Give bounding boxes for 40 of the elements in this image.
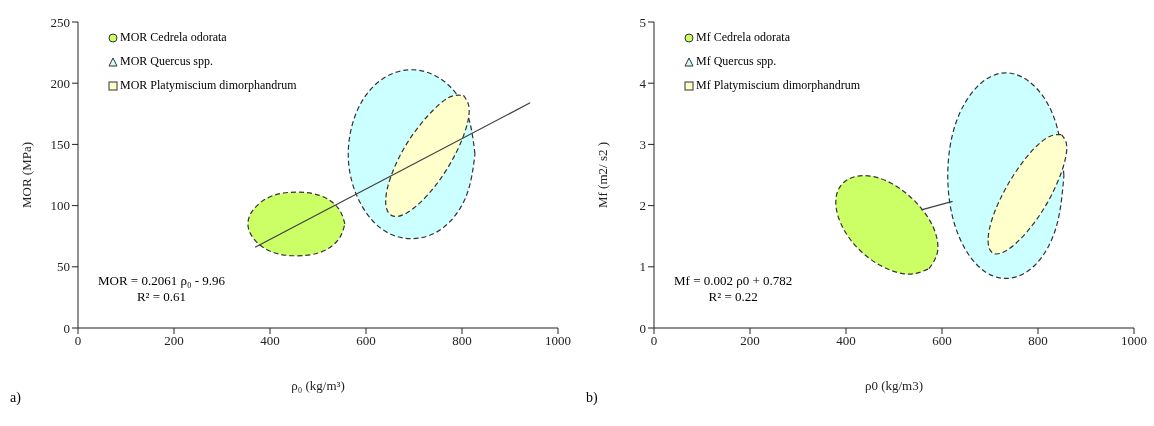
x-tick-label: 800	[452, 333, 472, 349]
legend-label: MOR Quercus spp.	[120, 54, 213, 69]
y-tick-label: 100	[50, 198, 70, 214]
legend-label: Mf Quercus spp.	[696, 54, 777, 69]
y-tick-label: 5	[639, 14, 646, 30]
x-tick-label: 200	[164, 333, 184, 349]
x-tick-label: 600	[356, 333, 376, 349]
annotation: MOR = 0.2061 ρ₀ - 9.96	[98, 273, 226, 289]
annotation: R² = 0.61	[135, 289, 188, 305]
y-axis-title: Mf (m2/ s2 )	[594, 141, 610, 209]
y-tick-label: 200	[50, 75, 70, 91]
annotation: R² = 0.22	[707, 289, 759, 305]
x-tick-label: 400	[836, 333, 856, 349]
y-tick-label: 0	[639, 320, 646, 336]
x-tick-label: 1000	[1121, 333, 1147, 349]
x-axis-title: ρ0 (kg/m3)	[864, 378, 924, 393]
legend-label: Mf Platymiscium dimorphandrum	[696, 78, 860, 93]
annotation: Mf = 0.002 ρ0 + 0.782	[674, 273, 793, 289]
x-tick-label: 1000	[545, 333, 571, 349]
y-tick-label: 4	[639, 75, 647, 91]
x-tick-label: 0	[650, 333, 658, 349]
y-tick-label: 250	[50, 14, 70, 30]
x-tick-label: 400	[260, 333, 280, 349]
x-axis-title: ρ₀ (kg/m³)	[291, 378, 345, 393]
text: b)	[586, 390, 598, 406]
x-tick-label: 200	[740, 333, 760, 349]
text: a)	[10, 390, 21, 406]
x-tick-label: 800	[1028, 333, 1048, 349]
x-tick-label: 0	[74, 333, 82, 349]
y-axis-title: MOR (MPa)	[18, 141, 34, 209]
x-tick-label: 600	[932, 333, 952, 349]
y-tick-label: 1	[639, 259, 646, 275]
legend-label: MOR Cedrela odorata	[120, 30, 227, 45]
y-tick-label: 50	[57, 259, 70, 275]
y-tick-label: 150	[50, 137, 70, 153]
y-tick-label: 2	[639, 198, 646, 214]
y-tick-label: 3	[639, 137, 646, 153]
legend-label: MOR Platymiscium dimorphandrum	[120, 78, 297, 93]
legend-label: Mf Cedrela odorata	[696, 30, 790, 45]
y-tick-label: 0	[63, 320, 70, 336]
